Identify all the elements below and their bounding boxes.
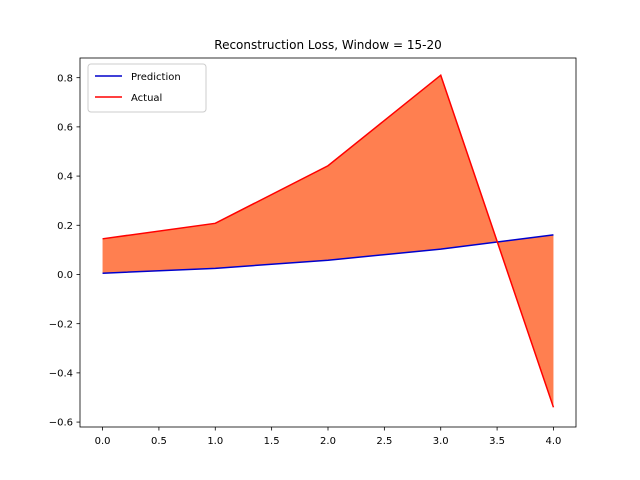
- x-tick-label: 0.0: [95, 436, 111, 447]
- legend: Prediction Actual: [87, 63, 207, 113]
- axes: 0.0 0.5 1.0 1.5 2.0 2.5 3.0 3.5 4.0 −0.6 −0.4 −0.2 0…: [49, 57, 577, 447]
- y-tick-label: −0.4: [49, 368, 73, 379]
- series-line-actual: [102, 73, 555, 408]
- y-tick-label: −0.2: [49, 319, 73, 330]
- series-line-prediction: [102, 234, 554, 274]
- chart-title: Reconstruction Loss, Window = 15-20: [214, 38, 441, 52]
- x-tick-label: 0.5: [151, 436, 167, 447]
- series-lines: [102, 73, 555, 408]
- x-tick-label: 1.0: [207, 436, 223, 447]
- fill-between-area: [102, 75, 554, 408]
- x-tick-label: 2.5: [376, 436, 392, 447]
- x-tick-label: 3.5: [489, 436, 505, 447]
- y-tick-label: −0.6: [49, 418, 73, 429]
- x-tick-label: 1.5: [264, 436, 280, 447]
- y-tick-label: 0.0: [57, 270, 73, 281]
- x-tick-label: 4.0: [546, 436, 562, 447]
- y-tick-label: 0.4: [57, 172, 73, 183]
- legend-label-actual: Actual: [131, 93, 162, 104]
- y-tick-label: 0.2: [57, 221, 73, 232]
- y-tick-label: 0.8: [57, 73, 73, 84]
- x-tick-label: 3.0: [433, 436, 449, 447]
- fill-area: [102, 75, 554, 408]
- y-tick-label: 0.6: [57, 122, 73, 133]
- legend-label-prediction: Prediction: [131, 72, 181, 83]
- x-tick-label: 2.0: [320, 436, 336, 447]
